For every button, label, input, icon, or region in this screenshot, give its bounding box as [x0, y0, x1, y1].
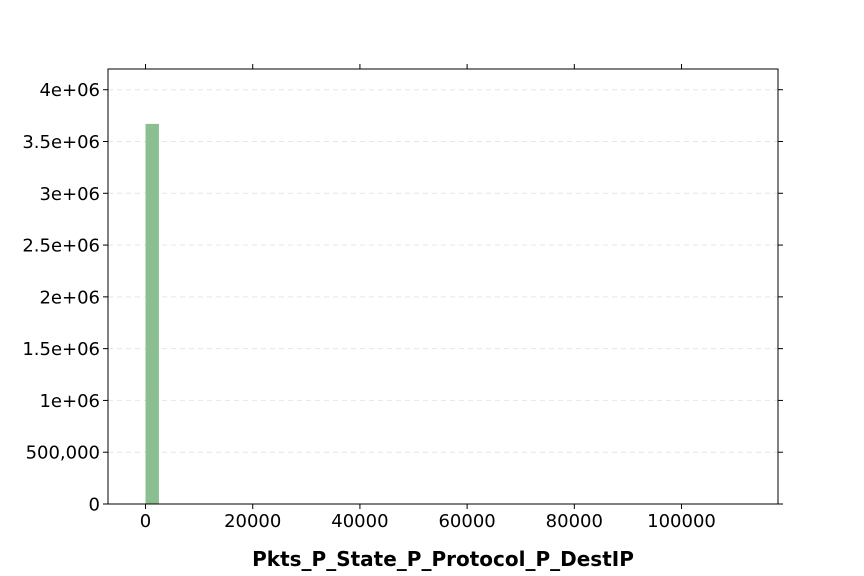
x-tick-label: 0 [140, 511, 151, 532]
y-tick-label: 0 [89, 495, 100, 516]
y-tick-label: 2.5e+06 [22, 236, 100, 257]
y-tick-label: 1.5e+06 [22, 339, 100, 360]
plot-frame [107, 68, 779, 505]
y-tick-label: 500,000 [26, 443, 100, 464]
x-tick-label: 20000 [224, 511, 281, 532]
y-tick-label: 3e+06 [39, 184, 100, 205]
grid-lines [108, 89, 778, 453]
x-tick-label: 80000 [546, 511, 603, 532]
histogram-bar [145, 123, 159, 505]
y-axis-ticks: 0 500,000 1e+06 1.5e+06 2e+06 2.5e+06 3e+06 3.5… [22, 80, 783, 516]
x-tick-label: 40000 [331, 511, 388, 532]
x-tick-label: 100000 [647, 511, 716, 532]
x-axis-ticks: 0 20000 40000 60000 80000 100000 [140, 64, 716, 532]
histogram-bars [145, 123, 159, 505]
x-axis-title: Pkts_P_State_P_Protocol_P_DestIP [252, 547, 634, 571]
y-tick-label: 4e+06 [39, 80, 100, 101]
x-tick-label: 60000 [438, 511, 495, 532]
y-tick-label: 2e+06 [39, 287, 100, 308]
y-tick-label: 3.5e+06 [22, 132, 100, 153]
y-tick-label: 1e+06 [39, 391, 100, 412]
